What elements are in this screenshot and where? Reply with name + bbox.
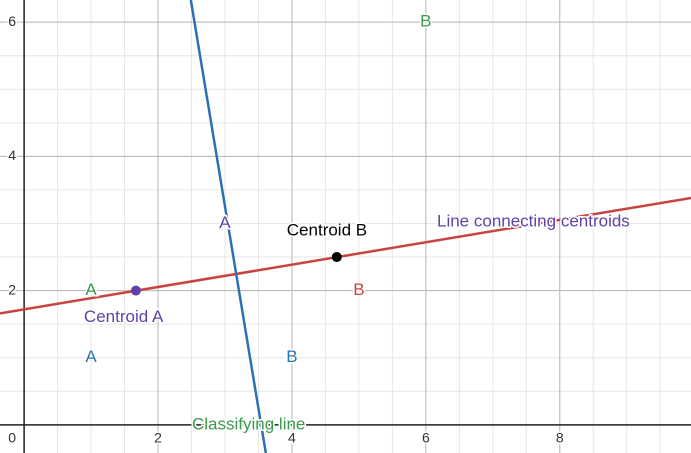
point-label: B bbox=[353, 280, 364, 299]
point-label: B bbox=[286, 347, 297, 366]
line bbox=[189, 0, 268, 453]
line-label: Line connecting centroids bbox=[437, 211, 630, 230]
y-tick-label: 6 bbox=[8, 13, 16, 29]
point-label: B bbox=[420, 12, 431, 31]
centroid-point bbox=[331, 252, 342, 263]
x-tick-label: 4 bbox=[288, 430, 296, 446]
y-tick-label: 2 bbox=[8, 281, 16, 297]
centroid-point bbox=[130, 285, 141, 296]
point-label: A bbox=[85, 347, 97, 366]
centroid-label: Centroid B bbox=[287, 221, 367, 240]
point-label: A bbox=[219, 213, 231, 232]
x-tick-label: 6 bbox=[422, 430, 430, 446]
centroid-label: Centroid A bbox=[84, 307, 164, 326]
x-tick-label: 0 bbox=[8, 430, 16, 446]
x-tick-label: 8 bbox=[556, 430, 564, 446]
point-label: A bbox=[85, 280, 97, 299]
y-tick-label: 4 bbox=[8, 147, 16, 163]
line bbox=[0, 196, 691, 315]
x-tick-label: 2 bbox=[154, 430, 162, 446]
line-label: Classifying line bbox=[192, 414, 305, 433]
